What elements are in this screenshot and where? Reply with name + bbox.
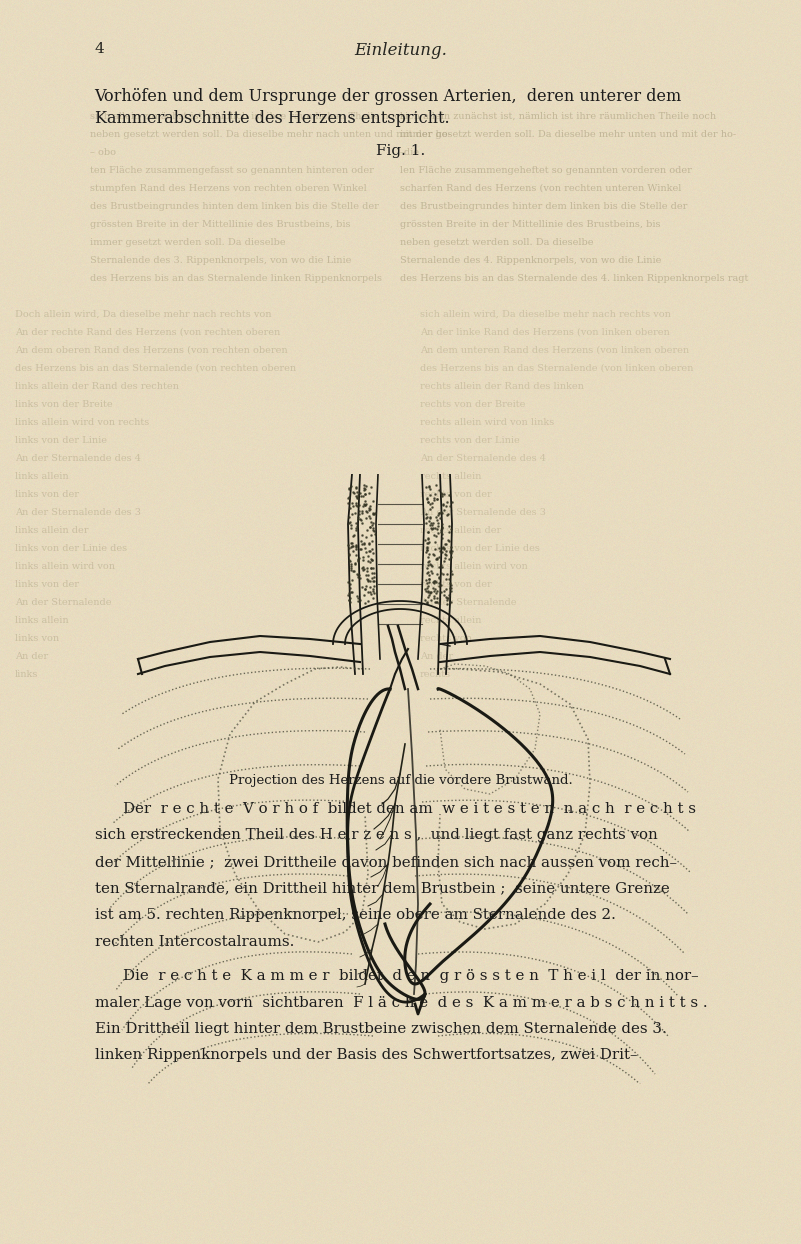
Text: rechts: rechts	[420, 671, 451, 679]
Text: des Herzens bis an das Sternalende des 4. linken Rippenknorpels ragt: des Herzens bis an das Sternalende des 4…	[400, 274, 748, 282]
Text: rechts von der: rechts von der	[420, 580, 492, 588]
Text: des Herzens bis an das Sternalende linken Rippenknorpels: des Herzens bis an das Sternalende linke…	[90, 274, 382, 282]
Text: An der linke Rand des Herzens (von linken oberen: An der linke Rand des Herzens (von linke…	[420, 328, 670, 337]
Text: des Herzens bis an das Sternalende (von rechten oberen: des Herzens bis an das Sternalende (von …	[15, 364, 296, 373]
Text: rechts allein der: rechts allein der	[420, 526, 501, 535]
Text: rechts von der Linie: rechts von der Linie	[420, 435, 520, 445]
Text: neben gesetzt werden soll. Da dieselbe mehr nach unten und mit der ho-: neben gesetzt werden soll. Da dieselbe m…	[90, 131, 451, 139]
Text: – obo: – obo	[90, 148, 116, 157]
Text: links allein: links allein	[15, 616, 69, 624]
Text: links allein der Rand des rechten: links allein der Rand des rechten	[15, 382, 179, 391]
Text: links von der Linie des: links von der Linie des	[15, 544, 127, 554]
Text: links von der Breite: links von der Breite	[15, 401, 113, 409]
Text: links: links	[15, 671, 38, 679]
Text: ten Sternalrande, ein Drittheil hinter dem Brustbein ;  seine untere Grenze: ten Sternalrande, ein Drittheil hinter d…	[95, 882, 670, 896]
Text: rechts von: rechts von	[420, 634, 472, 643]
Text: rechts allein der Rand des linken: rechts allein der Rand des linken	[420, 382, 584, 391]
Text: rechts allein wird von: rechts allein wird von	[420, 562, 528, 571]
Text: links von der: links von der	[15, 490, 79, 499]
Text: grössten Breite in der Mittellinie des Brustbeins, bis: grössten Breite in der Mittellinie des B…	[90, 220, 351, 229]
Text: neben gesetzt werden soll. Da dieselbe: neben gesetzt werden soll. Da dieselbe	[400, 238, 594, 248]
Text: Einleitung.: Einleitung.	[354, 42, 447, 58]
Text: Die  r e c h t e  K a m m e r  bildet  d e n  g r ö s s t e n  T h e i l  der in: Die r e c h t e K a m m e r bildet d e n…	[123, 969, 698, 983]
Text: scharfen Rand des Herzens (von rechten unteren Winkel: scharfen Rand des Herzens (von rechten u…	[400, 184, 682, 193]
Text: links allein: links allein	[15, 471, 69, 481]
Text: rechts allein: rechts allein	[420, 471, 481, 481]
Text: rechts allein wird von links: rechts allein wird von links	[420, 418, 554, 427]
Text: links allein wird von rechts: links allein wird von rechts	[15, 418, 149, 427]
Text: sich allein zunächst ist, nämlich ist ihre räumlichen Theile noch: sich allein zunächst ist, nämlich ist ih…	[400, 112, 716, 121]
Text: links von der: links von der	[15, 580, 79, 588]
Text: An der rechte Rand des Herzens (von rechten oberen: An der rechte Rand des Herzens (von rech…	[15, 328, 280, 337]
Text: des Brustbeingrundes hinter dem linken bis die Stelle der: des Brustbeingrundes hinter dem linken b…	[400, 202, 687, 211]
Text: An dem unteren Rand des Herzens (von linken oberen: An dem unteren Rand des Herzens (von lin…	[420, 346, 689, 355]
Text: Doch allein wird, Da dieselbe mehr nach rechts von: Doch allein wird, Da dieselbe mehr nach …	[15, 310, 272, 318]
Text: immer gesetzt werden soll. Da dieselbe mehr unten und mit der ho-: immer gesetzt werden soll. Da dieselbe m…	[400, 131, 736, 139]
Text: Sternalende des 4. Rippenknorpels, von wo die Linie: Sternalende des 4. Rippenknorpels, von w…	[400, 256, 662, 265]
Text: An der: An der	[420, 652, 453, 661]
Text: An der Sternalende: An der Sternalende	[420, 598, 517, 607]
Text: sich allein zunächst ist, nämlich ist ihre räumlichen Theile noch: sich allein zunächst ist, nämlich ist ih…	[90, 112, 406, 121]
Text: stumpfen Rand des Herzens von rechten oberen Winkel: stumpfen Rand des Herzens von rechten ob…	[90, 184, 367, 193]
Text: rechts allein: rechts allein	[420, 616, 481, 624]
Text: rechten Intercostalraums.: rechten Intercostalraums.	[95, 934, 294, 948]
Text: linken Rippenknorpels und der Basis des Schwertfortsatzes, zwei Drit–: linken Rippenknorpels und der Basis des …	[95, 1049, 637, 1062]
Text: maler Lage von vorn  sichtbaren  F l ä c h e  d e s  K a m m e r a b s c h n i t: maler Lage von vorn sichtbaren F l ä c h…	[95, 995, 707, 1009]
Text: Kammerabschnitte des Herzens entspricht.: Kammerabschnitte des Herzens entspricht.	[95, 109, 449, 127]
Text: –die: –die	[400, 148, 420, 157]
Text: der Mittellinie ;  zwei Drittheile davon befinden sich nach aussen vom rech–: der Mittellinie ; zwei Drittheile davon …	[95, 855, 677, 870]
Text: grössten Breite in der Mittellinie des Brustbeins, bis: grössten Breite in der Mittellinie des B…	[400, 220, 661, 229]
Text: Der  r e c h t e  V o r h o f  bildet den am  w e i t e s t e n  n a c h  r e c : Der r e c h t e V o r h o f bildet den a…	[123, 802, 695, 816]
Text: An der Sternalende des 4: An der Sternalende des 4	[15, 454, 141, 463]
Text: rechts von der Linie des: rechts von der Linie des	[420, 544, 540, 554]
Text: links von der Linie: links von der Linie	[15, 435, 107, 445]
Text: An dem oberen Rand des Herzens (von rechten oberen: An dem oberen Rand des Herzens (von rech…	[15, 346, 288, 355]
Text: links allein wird von: links allein wird von	[15, 562, 115, 571]
Text: ten Fläche zusammengefasst so genannten hinteren oder: ten Fläche zusammengefasst so genannten …	[90, 165, 374, 175]
Text: Ein Drittheil liegt hinter dem Brustbeine zwischen dem Sternalende des 3.: Ein Drittheil liegt hinter dem Brustbein…	[95, 1023, 666, 1036]
Text: sich erstreckenden Theil des H e r z e n s ,  und liegt fast ganz rechts von: sich erstreckenden Theil des H e r z e n…	[95, 829, 658, 842]
Text: rechts von der: rechts von der	[420, 490, 492, 499]
Text: Vorhöfen und dem Ursprunge der grossen Arterien,  deren unterer dem: Vorhöfen und dem Ursprunge der grossen A…	[95, 88, 682, 104]
Text: An der Sternalende des 3: An der Sternalende des 3	[420, 508, 546, 518]
Text: len Fläche zusammengeheftet so genannten vorderen oder: len Fläche zusammengeheftet so genannten…	[400, 165, 692, 175]
Text: links allein der: links allein der	[15, 526, 88, 535]
Text: ist am 5. rechten Rippenknorpel, seine obere am Sternalende des 2.: ist am 5. rechten Rippenknorpel, seine o…	[95, 908, 615, 922]
Text: Fig. 1.: Fig. 1.	[376, 144, 425, 158]
Text: links von: links von	[15, 634, 59, 643]
Text: Sternalende des 3. Rippenknorpels, von wo die Linie: Sternalende des 3. Rippenknorpels, von w…	[90, 256, 352, 265]
Text: rechts von der Breite: rechts von der Breite	[420, 401, 525, 409]
Text: An der Sternalende: An der Sternalende	[15, 598, 111, 607]
Text: immer gesetzt werden soll. Da dieselbe: immer gesetzt werden soll. Da dieselbe	[90, 238, 286, 248]
Text: 4: 4	[95, 42, 104, 56]
Text: des Brustbeingrundes hinten dem linken bis die Stelle der: des Brustbeingrundes hinten dem linken b…	[90, 202, 379, 211]
Text: An der Sternalende des 3: An der Sternalende des 3	[15, 508, 141, 518]
Text: An der Sternalende des 4: An der Sternalende des 4	[420, 454, 546, 463]
Text: Projection des Herzens auf die vordere Brustwand.: Projection des Herzens auf die vordere B…	[228, 774, 573, 787]
Text: sich allein wird, Da dieselbe mehr nach rechts von: sich allein wird, Da dieselbe mehr nach …	[420, 310, 671, 318]
Text: des Herzens bis an das Sternalende (von linken oberen: des Herzens bis an das Sternalende (von …	[420, 364, 694, 373]
Text: An der: An der	[15, 652, 48, 661]
